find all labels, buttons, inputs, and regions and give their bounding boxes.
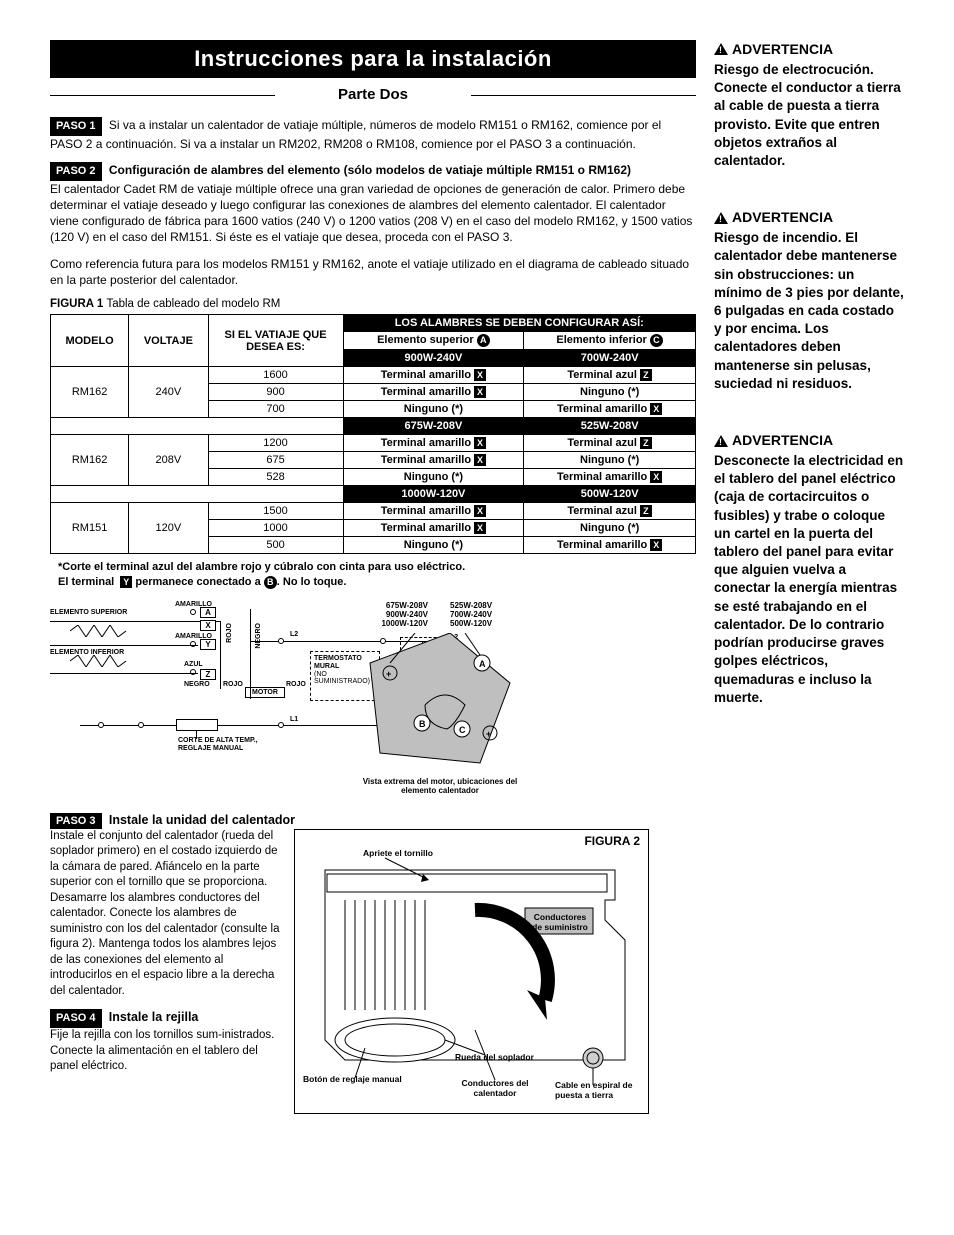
- m2: RM162: [51, 435, 129, 486]
- warning-2: ADVERTENCIA Riesgo de incendio. El calen…: [714, 208, 904, 393]
- warning-1: ADVERTENCIA Riesgo de electrocución. Con…: [714, 40, 904, 170]
- svg-text:B: B: [419, 719, 426, 729]
- paso1-block: PASO 1 Si va a instalar un calentador de…: [50, 117, 696, 152]
- pentagon-icon: + A + C B: [350, 633, 520, 773]
- sub-a1: 900W-240V: [343, 350, 524, 367]
- paso2-block: PASO 2 Configuración de alambres del ele…: [50, 162, 696, 288]
- th-voltaje: VOLTAJE: [129, 315, 208, 367]
- svg-text:+: +: [386, 669, 391, 679]
- svg-text:A: A: [479, 659, 486, 669]
- sub-banner: Parte Dos: [50, 86, 696, 103]
- th-config: LOS ALAMBRES SE DEBEN CONFIGURAR ASÍ:: [343, 315, 695, 332]
- paso2-text1: El calentador Cadet RM de vatiaje múltip…: [50, 182, 692, 245]
- warning-3: ADVERTENCIA Desconecte la electricidad e…: [714, 431, 904, 707]
- warning-icon: [714, 435, 728, 447]
- paso1-label: PASO 1: [50, 117, 102, 136]
- m3: RM151: [51, 503, 129, 554]
- paso3-text: Instale el conjunto del calentador (rued…: [50, 829, 280, 1000]
- footnote: *Corte el terminal azul del alambre rojo…: [50, 554, 696, 591]
- schematic-left: AMARILLO ELEMENTO SUPERIOR A X AMARILLO …: [50, 601, 340, 771]
- paso2-label: PASO 2: [50, 162, 102, 181]
- schematic-right: 675W-208V 900W-240V 1000W-120V 525W-208V…: [350, 601, 530, 801]
- v1: 240V: [129, 367, 208, 418]
- warning-icon: [714, 43, 728, 55]
- th-inf: Elemento inferior C: [524, 332, 696, 350]
- figure-2: FIGURA 2: [294, 829, 649, 1114]
- sub-b1: 700W-240V: [524, 350, 696, 367]
- th-wattage: SI EL VATIAJE QUE DESEA ES:: [208, 315, 343, 367]
- wiring-diagram: AMARILLO ELEMENTO SUPERIOR A X AMARILLO …: [50, 601, 696, 801]
- th-sup: Elemento superior A: [343, 332, 524, 350]
- v2: 208V: [129, 435, 208, 486]
- paso4-text: Fije la rejilla con los tornillos sum-in…: [50, 1028, 280, 1075]
- svg-text:C: C: [459, 725, 466, 735]
- svg-text:+: +: [486, 729, 491, 739]
- th-modelo: MODELO: [51, 315, 129, 367]
- v3: 120V: [129, 503, 208, 554]
- warning-icon: [714, 212, 728, 224]
- warnings-column: ADVERTENCIA Riesgo de electrocución. Con…: [714, 40, 904, 1114]
- wiring-table: MODELO VOLTAJE SI EL VATIAJE QUE DESEA E…: [50, 314, 696, 554]
- m1: RM162: [51, 367, 129, 418]
- fig1-caption: FIGURA 1 Tabla de cableado del modelo RM: [50, 298, 696, 310]
- paso2-text2: Como referencia futura para los modelos …: [50, 256, 696, 288]
- main-banner: Instrucciones para la instalación: [50, 40, 696, 78]
- paso3-header: PASO 3 Instale la unidad del calentador: [50, 813, 696, 829]
- paso4-header: PASO 4 Instale la rejilla: [50, 1009, 280, 1028]
- paso1-text: Si va a instalar un calentador de vatiaj…: [50, 118, 661, 151]
- paso2-title: Configuración de alambres del elemento (…: [109, 163, 631, 177]
